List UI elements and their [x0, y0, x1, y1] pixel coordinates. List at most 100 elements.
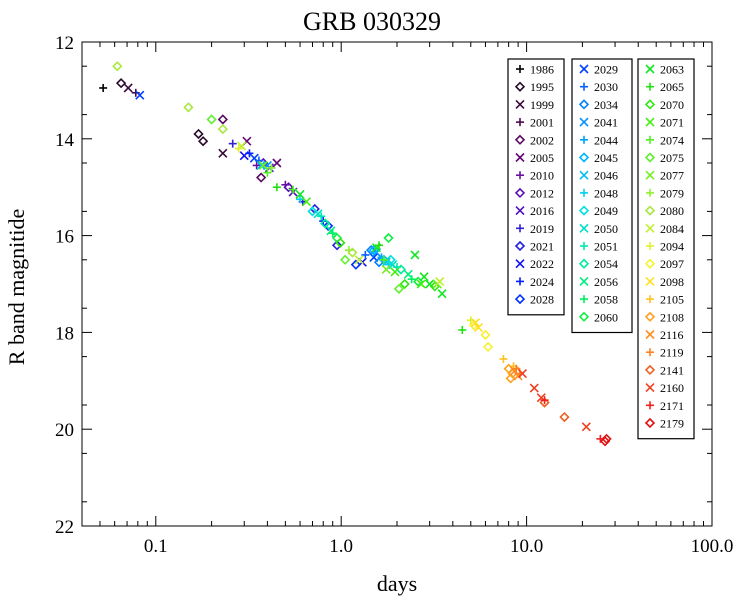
data-point-2074 — [263, 168, 272, 177]
legend-label: 2001 — [530, 116, 554, 130]
legend-label: 2021 — [530, 240, 554, 254]
data-point-2080 — [183, 102, 194, 113]
legend-marker-2048 — [580, 188, 588, 197]
data-point-2029 — [135, 90, 145, 100]
legend-label: 2049 — [594, 204, 618, 218]
data-point-2002 — [255, 172, 267, 183]
data-point-2063 — [437, 289, 447, 299]
legend-label: 2179 — [660, 417, 684, 431]
data-point-2080 — [112, 61, 123, 72]
data-point-2141 — [539, 397, 550, 408]
data-point-2063 — [425, 279, 435, 289]
data-point-2054 — [320, 218, 331, 229]
legend-marker-2079 — [646, 188, 654, 197]
legend-label: 1986 — [530, 63, 554, 77]
legend-marker-2058 — [580, 295, 588, 304]
data-point-1995 — [197, 136, 209, 147]
data-point-2046 — [256, 160, 266, 170]
data-point-2065 — [458, 325, 467, 334]
x-tick-label: 100.0 — [691, 536, 734, 557]
legend-marker-2022 — [515, 259, 525, 269]
data-point-2097 — [480, 329, 491, 340]
legend-label: 2016 — [530, 204, 554, 218]
x-tick-label: 10.0 — [510, 536, 543, 557]
data-point-2075 — [206, 114, 217, 125]
legend-label: 2034 — [594, 98, 618, 112]
legend-marker-2045 — [578, 152, 590, 163]
legend-label: 2048 — [594, 186, 618, 200]
legend-marker-2001 — [516, 118, 524, 127]
data-point-2065 — [375, 241, 384, 250]
x-tick-label: 1.0 — [329, 536, 353, 557]
legend-marker-2080 — [644, 205, 656, 216]
data-point-1995 — [193, 128, 204, 140]
data-point-2012 — [283, 182, 294, 193]
legend-label: 2019 — [530, 222, 554, 236]
legend-marker-2060 — [578, 311, 590, 322]
legend-marker-2028 — [514, 293, 526, 305]
legend-label: 2060 — [594, 310, 618, 324]
data-points — [99, 61, 612, 447]
data-point-2051 — [317, 212, 326, 221]
legend-marker-2105 — [646, 295, 654, 304]
data-point-2060 — [383, 232, 394, 244]
legend-marker-2056 — [579, 276, 589, 286]
legend-label: 2160 — [660, 381, 684, 395]
data-point-2160 — [581, 422, 591, 432]
data-point-2058 — [328, 229, 337, 238]
legend-marker-2041 — [579, 117, 589, 127]
data-point-2065 — [272, 183, 281, 192]
legend-label: 2056 — [594, 275, 618, 289]
data-point-2171 — [540, 396, 549, 405]
legend-label: 2030 — [594, 80, 618, 94]
legend-marker-2084 — [645, 223, 655, 233]
legend-label: 2105 — [660, 293, 684, 307]
data-point-2079 — [267, 163, 276, 172]
data-point-2141 — [559, 411, 570, 423]
legend-label: 2119 — [660, 346, 684, 360]
y-tick-label: 14 — [55, 130, 75, 151]
legend-marker-2077 — [645, 170, 655, 180]
legend-label: 2084 — [660, 222, 684, 236]
legend: 1986 1995 1999 2001 2002 2005 2010 2012 2016 2019… — [507, 58, 695, 440]
legend-marker-2002 — [514, 134, 526, 145]
data-point-2074 — [379, 255, 388, 264]
data-point-1999 — [123, 83, 133, 93]
data-point-2075 — [393, 283, 405, 294]
legend-label: 2041 — [594, 116, 618, 130]
data-point-2074 — [289, 185, 298, 194]
y-tick-label: 18 — [55, 323, 74, 344]
legend-marker-2034 — [578, 99, 590, 110]
data-point-2077 — [258, 160, 268, 170]
legend-marker-2070 — [644, 99, 656, 110]
legend-label: 2054 — [594, 257, 618, 271]
data-point-2048 — [296, 195, 305, 204]
y-tick-label: 16 — [55, 227, 74, 248]
data-point-2160 — [529, 383, 539, 393]
legend-label: 2050 — [594, 222, 618, 236]
data-point-2179 — [601, 433, 612, 445]
data-point-2021 — [331, 240, 343, 251]
data-point-2084 — [354, 255, 364, 265]
legend-marker-2046 — [579, 170, 589, 180]
legend-marker-2074 — [646, 135, 654, 144]
legend-label: 2044 — [594, 133, 618, 147]
y-tick-label: 12 — [55, 33, 74, 54]
legend-marker-2141 — [644, 364, 656, 376]
legend-marker-2024 — [516, 277, 524, 286]
legend-label: 2063 — [660, 63, 684, 77]
legend-marker-2012 — [514, 187, 526, 199]
legend-label: 2094 — [660, 240, 684, 254]
legend-marker-1995 — [514, 81, 526, 92]
legend-label: 2071 — [660, 116, 684, 130]
x-tick-label: 0.1 — [144, 536, 168, 557]
legend-marker-2071 — [645, 117, 655, 127]
legend-label: 2005 — [530, 151, 554, 165]
data-point-2019 — [228, 139, 237, 148]
legend-label: 2051 — [594, 240, 618, 254]
data-point-2070 — [335, 237, 346, 248]
legend-label: 2097 — [660, 257, 684, 271]
legend-label: 2079 — [660, 186, 684, 200]
data-point-2097 — [482, 341, 494, 353]
